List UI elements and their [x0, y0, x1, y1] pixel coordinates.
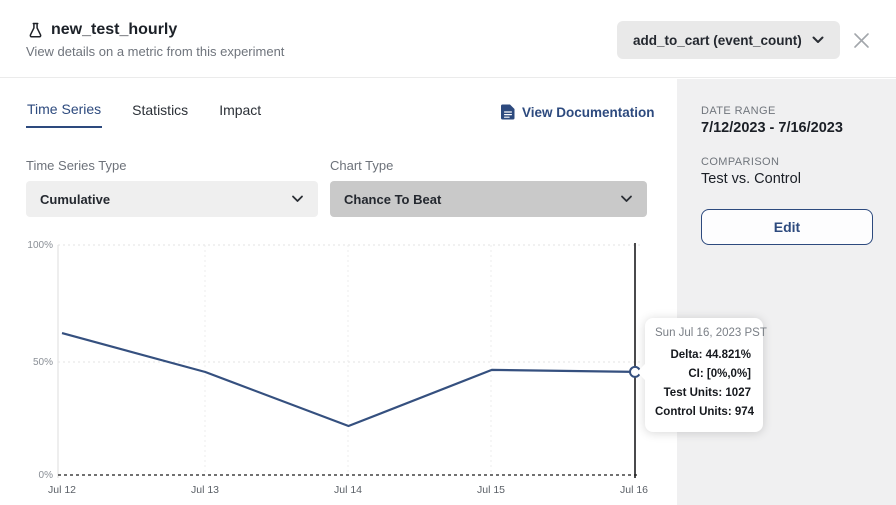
y-tick-50: 50%	[33, 357, 53, 368]
experiment-flask-icon	[29, 22, 42, 38]
tooltip-test-units: Test Units: 1027	[663, 387, 751, 399]
time-series-chart[interactable]: 100% 50% 0% Jul 12 Jul 13 Jul 14 Jul 15 …	[0, 236, 676, 505]
y-tick-0: 0%	[39, 470, 54, 481]
tooltip-delta: Delta: 44.821%	[670, 349, 751, 361]
chart-tooltip: Sun Jul 16, 2023 PST Delta: 44.821% CI: …	[637, 318, 767, 432]
x-tick-jul16: Jul 16	[620, 484, 648, 496]
x-tick-jul13: Jul 13	[191, 484, 219, 496]
chart-type-select[interactable]: Chance To Beat	[330, 181, 647, 217]
panel-header: new_test_hourly View details on a metric…	[0, 0, 896, 78]
metric-selector-value: add_to_cart (event_count)	[633, 32, 802, 48]
tooltip-date: Sun Jul 16, 2023 PST	[655, 327, 767, 339]
x-tick-jul15: Jul 15	[477, 484, 505, 496]
tab-impact[interactable]: Impact	[218, 101, 262, 128]
metric-selector-dropdown[interactable]: add_to_cart (event_count)	[617, 21, 840, 59]
details-sidebar: DATE RANGE 7/12/2023 - 7/16/2023 COMPARI…	[677, 79, 896, 505]
x-tick-jul12: Jul 12	[48, 484, 76, 496]
comparison-value: Test vs. Control	[701, 171, 801, 187]
chevron-down-icon	[621, 195, 632, 202]
tab-bar: Time Series Statistics Impact	[26, 101, 262, 128]
time-series-type-select[interactable]: Cumulative	[26, 181, 318, 217]
tooltip-ci: CI: [0%,0%]	[688, 368, 751, 380]
tab-statistics[interactable]: Statistics	[131, 101, 189, 128]
tooltip-control-units: Control Units: 974	[655, 406, 755, 418]
page-title: new_test_hourly	[51, 21, 178, 38]
chevron-down-icon	[812, 36, 824, 43]
chart-line	[61, 332, 636, 428]
time-series-type-value: Cumulative	[40, 191, 111, 207]
y-tick-100: 100%	[27, 240, 53, 251]
date-range-label: DATE RANGE	[701, 105, 776, 117]
date-range-value: 7/12/2023 - 7/16/2023	[701, 120, 843, 136]
view-documentation-link[interactable]: View Documentation	[501, 104, 655, 120]
chevron-down-icon	[292, 195, 303, 202]
comparison-label: COMPARISON	[701, 156, 780, 168]
page-subtitle: View details on a metric from this exper…	[26, 44, 285, 59]
chart-canvas: 100% 50% 0% Jul 12 Jul 13 Jul 14 Jul 15 …	[27, 240, 648, 496]
chart-type-value: Chance To Beat	[344, 191, 442, 207]
view-documentation-label: View Documentation	[522, 104, 655, 120]
time-series-type-label: Time Series Type	[26, 158, 127, 173]
x-tick-jul14: Jul 14	[334, 484, 362, 496]
edit-button[interactable]: Edit	[701, 209, 873, 245]
document-icon	[501, 104, 515, 120]
close-button[interactable]	[849, 28, 873, 52]
chart-type-label: Chart Type	[330, 158, 394, 173]
close-icon	[853, 32, 869, 48]
tab-time-series[interactable]: Time Series	[26, 101, 103, 128]
